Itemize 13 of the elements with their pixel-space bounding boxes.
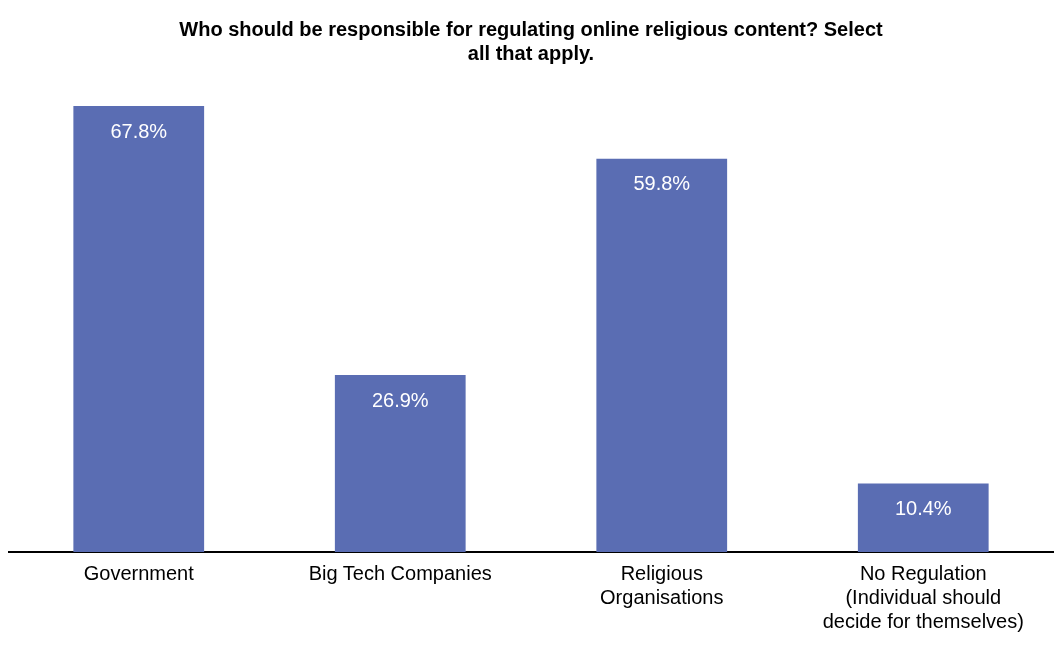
bar (857, 483, 989, 552)
x-tick-label: Big Tech Companies (308, 561, 492, 584)
data-label: 26.9% (371, 388, 429, 411)
x-tick-label: Government (83, 561, 195, 584)
bar (334, 375, 466, 552)
x-tick-label: No Regulation (Individual should decide for themselves) (822, 561, 1024, 632)
data-label: 59.8% (633, 172, 691, 195)
data-label: 67.8% (110, 119, 168, 142)
x-tick-label: Religious Organisations (600, 561, 724, 608)
bar (73, 106, 205, 552)
data-label: 10.4% (894, 497, 952, 520)
chart-title: Who should be responsible for regulating online religious content? Select all that apply. (179, 17, 884, 64)
bar (596, 158, 728, 552)
